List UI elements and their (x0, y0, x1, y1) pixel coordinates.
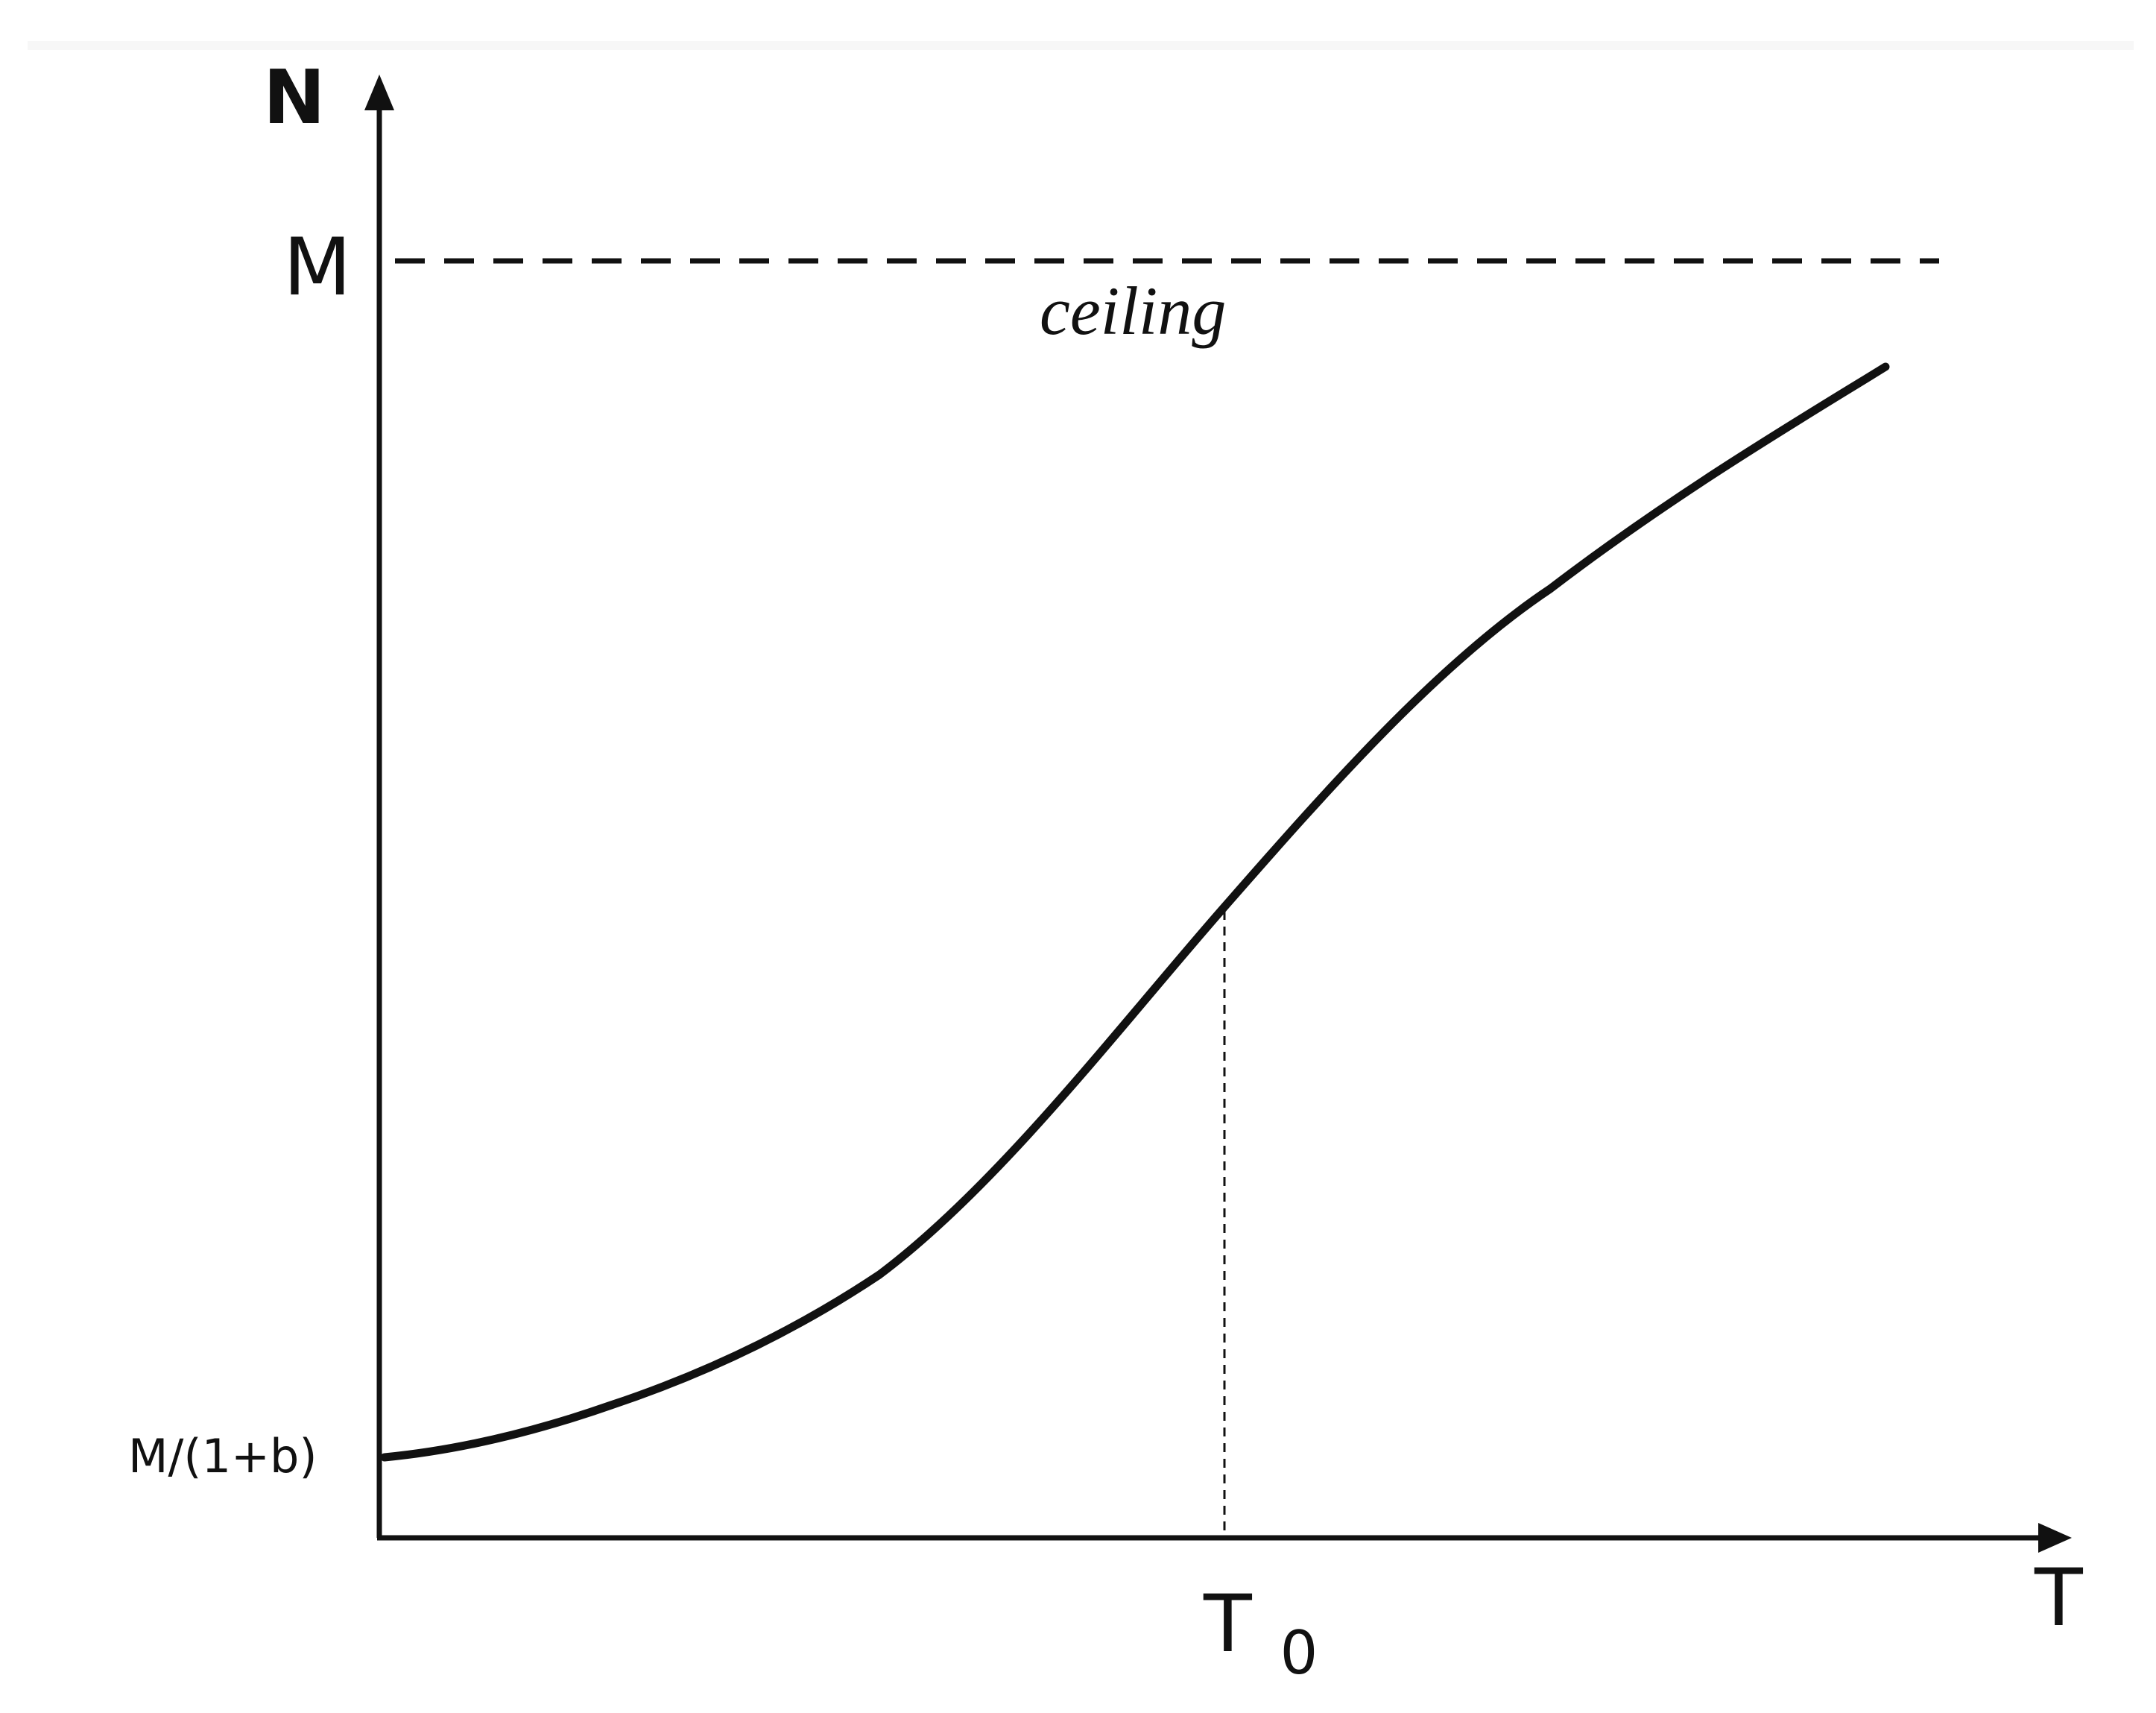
x-axis-label: T (2034, 1552, 2084, 1644)
top-strip (28, 41, 2134, 50)
y-axis-arrowhead (364, 75, 394, 110)
ceiling-caption: ceiling (1040, 273, 1226, 349)
ceiling-value-label: M (283, 221, 351, 313)
inflection-label-main: T (1203, 1578, 1253, 1670)
y-axis-label: N (263, 54, 326, 141)
inflection-label-subscript: 0 (1280, 1618, 1318, 1688)
logistic-curve (380, 362, 1890, 1462)
x-axis-arrowhead (2038, 1523, 2072, 1553)
inflection-label: T 0 (1203, 1578, 1318, 1688)
initial-value-label: M/(1+b) (128, 1429, 317, 1483)
